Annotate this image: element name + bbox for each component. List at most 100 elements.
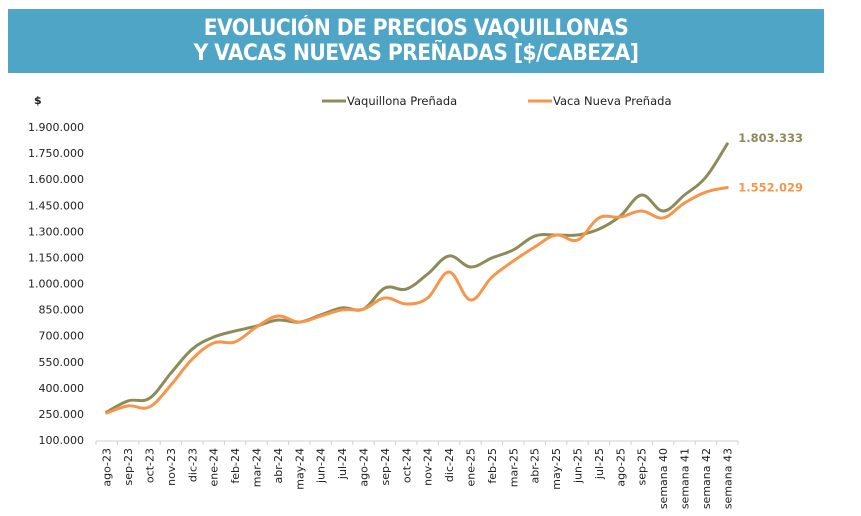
x-tick-label: nov-23: [165, 448, 178, 486]
data-point-vaca-nueva-pre-ada: [448, 271, 451, 274]
series-line-vaca-nueva-pre-ada: [105, 186, 729, 415]
legend-label-vaca-nueva-pre-ada: Vaca Nueva Preñada: [553, 94, 672, 108]
data-point-vaca-nueva-pre-ada: [726, 186, 729, 189]
y-tick-label: 1.300.000: [28, 225, 84, 238]
y-tick-label: 400.000: [39, 382, 85, 395]
x-tick-label: may-24: [293, 448, 306, 490]
x-tick-label: sep-25: [636, 448, 649, 485]
x-tick-label: semana 41: [679, 448, 692, 509]
x-tick-label: sep-24: [379, 448, 392, 485]
data-point-vaca-nueva-pre-ada: [383, 296, 386, 299]
x-tick-label: may-25: [550, 448, 563, 490]
data-point-vaca-nueva-pre-ada: [469, 299, 472, 302]
data-point-vaca-nueva-pre-ada: [640, 209, 643, 212]
x-tick-label: ene-24: [208, 448, 221, 486]
y-tick-label: 1.150.000: [28, 251, 84, 264]
data-point-vaca-nueva-pre-ada: [212, 341, 215, 344]
x-tick-label: jul-25: [593, 448, 606, 480]
data-point-vaquillona-pre-ada: [383, 287, 386, 290]
data-point-vaquillona-pre-ada: [276, 319, 279, 322]
x-tick-label: nov-24: [422, 448, 435, 486]
data-point-vaca-nueva-pre-ada: [191, 357, 194, 360]
data-point-vaca-nueva-pre-ada: [619, 216, 622, 219]
y-tick-label: 1.750.000: [28, 147, 84, 160]
y-tick-label: 850.000: [39, 304, 85, 317]
x-tick-label: feb-25: [486, 448, 499, 484]
data-point-vaquillona-pre-ada: [490, 256, 493, 259]
y-tick-label: 700.000: [39, 330, 85, 343]
data-point-vaca-nueva-pre-ada: [169, 384, 172, 387]
data-point-vaca-nueva-pre-ada: [683, 201, 686, 204]
y-tick-label: 1.900.000: [28, 121, 84, 134]
data-point-vaquillona-pre-ada: [148, 397, 151, 400]
y-tick-label: 1.000.000: [28, 278, 84, 291]
end-value-label-vaquillona-pre-ada: 1.803.333: [738, 131, 803, 145]
data-point-vaca-nueva-pre-ada: [490, 276, 493, 279]
legend-label-vaquillona-pre-ada: Vaquillona Preñada: [347, 94, 457, 108]
data-point-vaquillona-pre-ada: [426, 272, 429, 275]
data-point-vaquillona-pre-ada: [683, 193, 686, 196]
end-labels: 1.803.333 1.552.029: [738, 131, 803, 195]
data-point-vaca-nueva-pre-ada: [555, 233, 558, 236]
data-point-vaquillona-pre-ada: [191, 348, 194, 351]
data-point-vaca-nueva-pre-ada: [704, 191, 707, 194]
data-point-vaquillona-pre-ada: [597, 228, 600, 231]
data-point-vaca-nueva-pre-ada: [512, 260, 515, 263]
data-point-vaca-nueva-pre-ada: [127, 404, 130, 407]
x-tick-label: mar-24: [251, 448, 264, 487]
x-tick-label: oct-24: [400, 448, 413, 483]
y-tick-label: 100.000: [39, 434, 85, 447]
data-point-vaca-nueva-pre-ada: [576, 239, 579, 242]
legend: Vaquillona Preñada Vaca Nueva Preñada: [322, 94, 672, 108]
data-point-vaquillona-pre-ada: [640, 193, 643, 196]
x-tick-label: feb-24: [229, 448, 242, 484]
x-tick-label: abr-24: [272, 448, 285, 484]
x-tick-label: ago-24: [358, 448, 371, 487]
chart-title-line-2: Y VACAS NUEVAS PREÑADAS [$/CABEZA]: [193, 41, 639, 66]
data-point-vaca-nueva-pre-ada: [662, 216, 665, 219]
series-group: [105, 142, 729, 415]
data-point-vaquillona-pre-ada: [212, 336, 215, 339]
x-tick-label: ago-25: [614, 448, 627, 487]
chart-title-line-1: EVOLUCIÓN DE PRECIOS VAQUILLONAS: [203, 16, 629, 41]
data-point-vaca-nueva-pre-ada: [533, 245, 536, 248]
x-axis: ago-23 sep-23 oct-23 nov-23 dic-23 ene-24 feb-…: [95, 440, 739, 509]
data-point-vaquillona-pre-ada: [662, 209, 665, 212]
x-tick-label: abr-25: [529, 448, 542, 484]
y-tick-label: 1.450.000: [28, 199, 84, 212]
data-point-vaca-nueva-pre-ada: [276, 315, 279, 318]
data-point-vaquillona-pre-ada: [576, 233, 579, 236]
x-tick-label: semana 42: [700, 448, 713, 509]
data-point-vaca-nueva-pre-ada: [405, 303, 408, 306]
data-point-vaca-nueva-pre-ada: [597, 216, 600, 219]
x-tick-label: jun-24: [315, 448, 328, 484]
y-tick-label: 250.000: [39, 408, 85, 421]
data-point-vaquillona-pre-ada: [512, 248, 515, 251]
data-point-vaquillona-pre-ada: [448, 255, 451, 258]
x-tick-label: jun-25: [572, 448, 585, 484]
y-tick-label: 550.000: [39, 356, 85, 369]
x-tick-label: ago-23: [101, 448, 114, 487]
data-point-vaca-nueva-pre-ada: [148, 405, 151, 408]
data-point-vaca-nueva-pre-ada: [298, 321, 301, 324]
data-point-vaca-nueva-pre-ada: [319, 315, 322, 318]
x-tick-label: dic-24: [443, 448, 456, 482]
x-tick-label: oct-23: [144, 448, 157, 483]
data-point-vaca-nueva-pre-ada: [341, 308, 344, 311]
data-point-vaca-nueva-pre-ada: [362, 308, 365, 311]
x-tick-label: jul-24: [336, 448, 349, 480]
data-point-vaquillona-pre-ada: [169, 372, 172, 375]
data-point-vaquillona-pre-ada: [405, 288, 408, 291]
x-tick-label: sep-23: [122, 448, 135, 485]
data-point-vaca-nueva-pre-ada: [105, 412, 108, 415]
x-tick-label: semana 40: [657, 448, 670, 509]
series-line-vaquillona-pre-ada: [105, 142, 729, 414]
x-tick-label: semana 43: [721, 448, 734, 509]
data-point-vaquillona-pre-ada: [127, 399, 130, 402]
data-point-vaquillona-pre-ada: [469, 265, 472, 268]
legend-item-vaquillona-pre-ada: Vaquillona Preñada: [322, 94, 457, 108]
data-point-vaquillona-pre-ada: [704, 176, 707, 179]
end-value-label-vaca-nueva-pre-ada: 1.552.029: [738, 181, 803, 195]
y-tick-label: 1.600.000: [28, 173, 84, 186]
